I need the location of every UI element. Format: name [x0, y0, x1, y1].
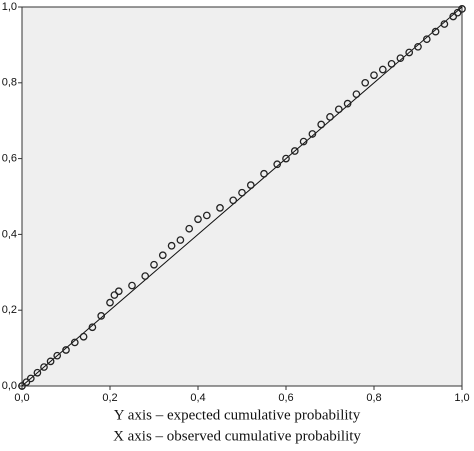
- x-tick-label: 0,0: [14, 392, 29, 404]
- x-tick-label: 0,4: [190, 392, 205, 404]
- point: [334, 105, 343, 114]
- point: [396, 54, 405, 63]
- point: [79, 332, 88, 341]
- point: [88, 323, 97, 332]
- point: [343, 99, 352, 108]
- x-tick-label: 0,8: [366, 392, 381, 404]
- point: [352, 90, 361, 99]
- point: [150, 260, 158, 269]
- point: [26, 374, 35, 383]
- y-tick-label: 0,8: [2, 77, 17, 89]
- point: [238, 188, 246, 197]
- point: [378, 65, 387, 74]
- y-tick-label: 1,0: [2, 1, 17, 13]
- annotation: X axis – observed cumulative probability: [113, 428, 361, 444]
- point: [40, 363, 48, 371]
- point: [246, 181, 255, 189]
- point: [97, 312, 106, 320]
- x-tick-label: 1,0: [454, 392, 469, 404]
- point: [449, 12, 458, 21]
- point: [216, 204, 224, 212]
- point: [70, 338, 79, 347]
- point: [202, 211, 211, 220]
- point: [422, 35, 431, 44]
- point: [431, 27, 440, 36]
- point: [453, 8, 462, 17]
- point: [387, 59, 396, 68]
- point: [106, 298, 114, 307]
- y-tick-label: 0,2: [2, 304, 17, 316]
- point: [158, 251, 167, 260]
- point: [273, 160, 282, 169]
- annotation: Y axis – expected cumulative probability: [114, 407, 361, 423]
- point: [53, 351, 62, 360]
- point: [326, 113, 334, 121]
- point: [185, 224, 194, 233]
- point: [458, 5, 466, 13]
- point: [440, 20, 449, 28]
- y-tick-label: 0,0: [2, 380, 17, 392]
- x-tick-label: 0,2: [102, 392, 117, 404]
- point: [141, 272, 150, 280]
- point: [260, 169, 268, 178]
- point: [22, 378, 31, 387]
- x-tick-label: 0,6: [278, 392, 293, 404]
- point: [18, 382, 26, 390]
- point: [62, 346, 70, 354]
- point: [114, 287, 123, 296]
- point: [299, 137, 308, 146]
- point: [405, 48, 414, 57]
- y-tick-label: 0,6: [2, 153, 17, 165]
- point: [290, 147, 299, 155]
- y-tick-label: 0,4: [2, 228, 17, 240]
- point: [46, 357, 55, 366]
- point: [414, 42, 422, 51]
- point: [308, 130, 317, 138]
- point: [229, 196, 238, 205]
- point: [194, 215, 202, 224]
- point: [110, 291, 119, 299]
- point: [282, 154, 290, 163]
- point: [176, 236, 185, 244]
- point: [361, 78, 370, 87]
- point: [128, 281, 136, 290]
- point: [167, 241, 176, 250]
- point: [370, 71, 378, 80]
- point: [317, 120, 326, 129]
- point: [33, 368, 42, 377]
